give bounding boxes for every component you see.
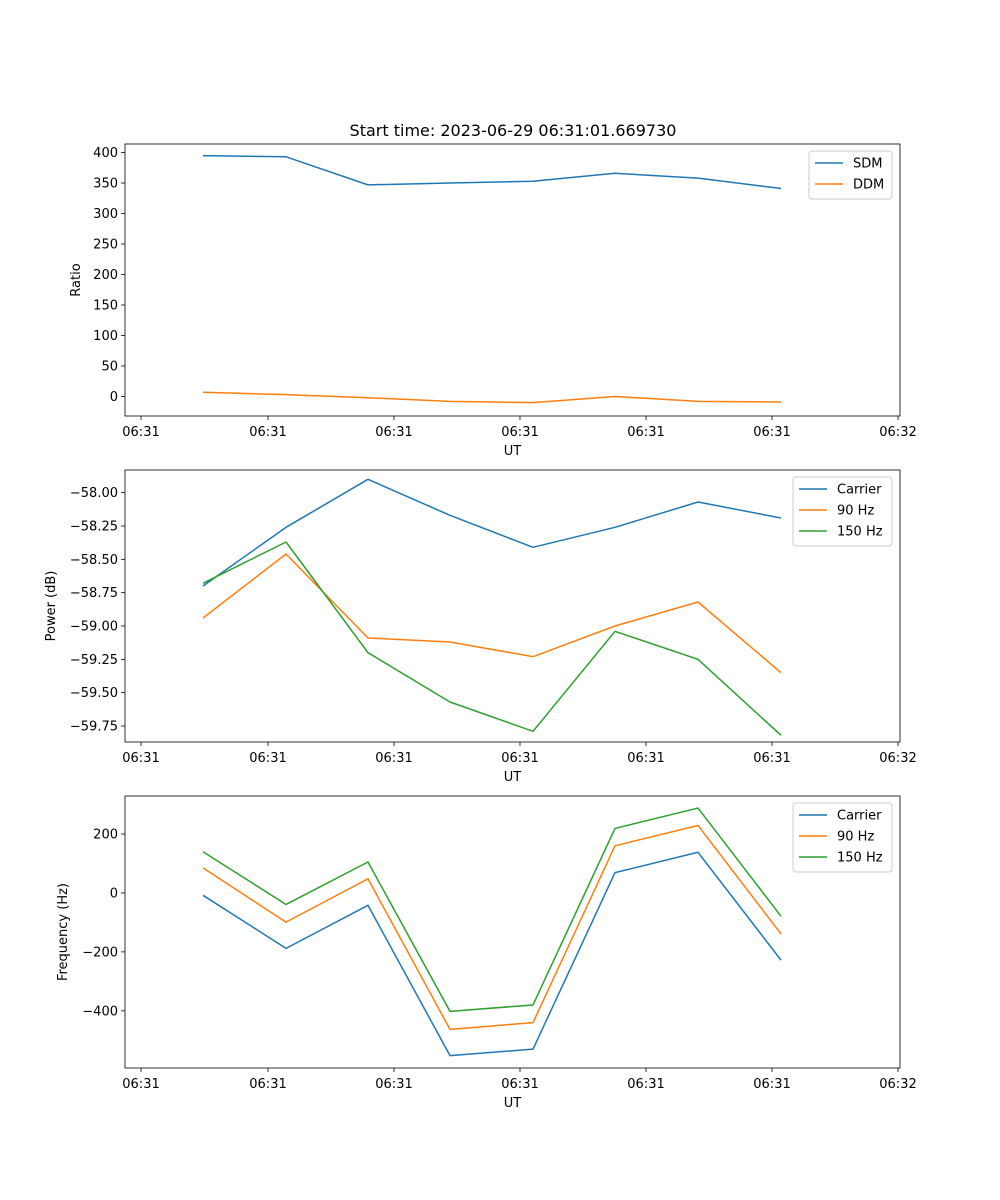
legend-label: Carrier [837,483,882,498]
y-tick-label: 50 [101,359,118,374]
legend-label: 150 Hz [837,525,883,540]
y-axis-label: Power (dB) [44,571,59,642]
y-tick-label: 150 [93,299,118,314]
x-tick-label: 06:31 [501,425,538,440]
x-tick-label: 06:31 [122,751,159,766]
series-line-carrier [202,478,782,587]
legend-label: DDM [853,178,884,193]
plot-frame [124,469,901,743]
y-tick-label: −58.75 [70,586,118,601]
plot-frame [124,795,901,1069]
x-tick-label: 06:31 [122,1077,159,1092]
x-axis-label: UT [504,770,522,785]
legend-box [792,802,893,873]
series-line-sdm [202,154,782,190]
y-tick-label: 200 [93,268,118,283]
x-tick-label: 06:31 [753,425,790,440]
x-tick-label: 06:31 [501,1077,538,1092]
legend-label: Carrier [837,809,882,824]
series-line-150-hz [202,541,782,736]
legend-label: SDM [853,157,882,172]
series-line-90-hz [202,824,782,1031]
y-tick-label: −59.75 [70,720,118,735]
y-axis-label: Frequency (Hz) [56,883,71,981]
x-tick-label: 06:32 [879,751,916,766]
x-axis-label: UT [504,444,522,459]
legend: Carrier 90 Hz 150 Hz [792,802,893,873]
chart-panel-1: 06:31 06:31 06:31 06:31 06:31 06:31 06:32 0 50 10… [69,143,917,459]
x-tick-label: 06:31 [627,425,664,440]
legend: Carrier 90 Hz 150 Hz [792,476,893,547]
x-tick-label: 06:31 [627,751,664,766]
x-tick-label: 06:32 [879,1077,916,1092]
y-tick-label: 300 [93,207,118,222]
x-tick-label: 06:31 [249,1077,286,1092]
y-tick-label: −58.50 [70,553,118,568]
legend-label: 150 Hz [837,851,883,866]
y-tick-label: −58.25 [70,520,118,535]
series-line-90-hz [202,553,782,674]
y-tick-label: −59.00 [70,620,118,635]
x-tick-label: 06:31 [627,1077,664,1092]
series-line-ddm [202,391,782,404]
x-tick-label: 06:31 [375,425,412,440]
y-tick-label: 250 [93,238,118,253]
legend: SDM DDM [808,150,893,200]
x-axis-label: UT [504,1096,522,1111]
legend-label: 90 Hz [837,504,874,519]
y-tick-label: 100 [93,329,118,344]
x-tick-label: 06:31 [249,751,286,766]
y-tick-label: −58.00 [70,486,118,501]
x-tick-label: 06:31 [375,751,412,766]
y-tick-label: 200 [93,828,118,843]
x-tick-label: 06:31 [501,751,538,766]
x-tick-label: 06:31 [375,1077,412,1092]
x-tick-label: 06:31 [249,425,286,440]
y-tick-label: −59.25 [70,653,118,668]
chart-panel-2: 06:31 06:31 06:31 06:31 06:31 06:31 06:32 −59.7… [44,469,917,785]
y-tick-label: −400 [82,1004,118,1019]
y-axis-label: Ratio [69,263,84,296]
y-tick-label: 350 [93,177,118,192]
y-tick-label: 0 [110,390,118,405]
y-tick-label: 400 [93,146,118,161]
x-tick-label: 06:31 [122,425,159,440]
x-tick-label: 06:31 [753,1077,790,1092]
x-tick-label: 06:32 [879,425,916,440]
series-line-carrier [202,851,782,1057]
y-tick-label: −200 [82,945,118,960]
x-tick-label: 06:31 [753,751,790,766]
plot-frame [124,143,901,417]
chart-panel-3: 06:31 06:31 06:31 06:31 06:31 06:31 06:32 −400 −… [56,795,917,1111]
y-tick-label: −59.50 [70,686,118,701]
legend-box [792,476,893,547]
chart-title: Start time: 2023-06-29 06:31:01.669730 [350,121,677,140]
y-tick-label: 0 [110,886,118,901]
series-line-150-hz [202,807,782,1013]
legend-label: 90 Hz [837,830,874,845]
